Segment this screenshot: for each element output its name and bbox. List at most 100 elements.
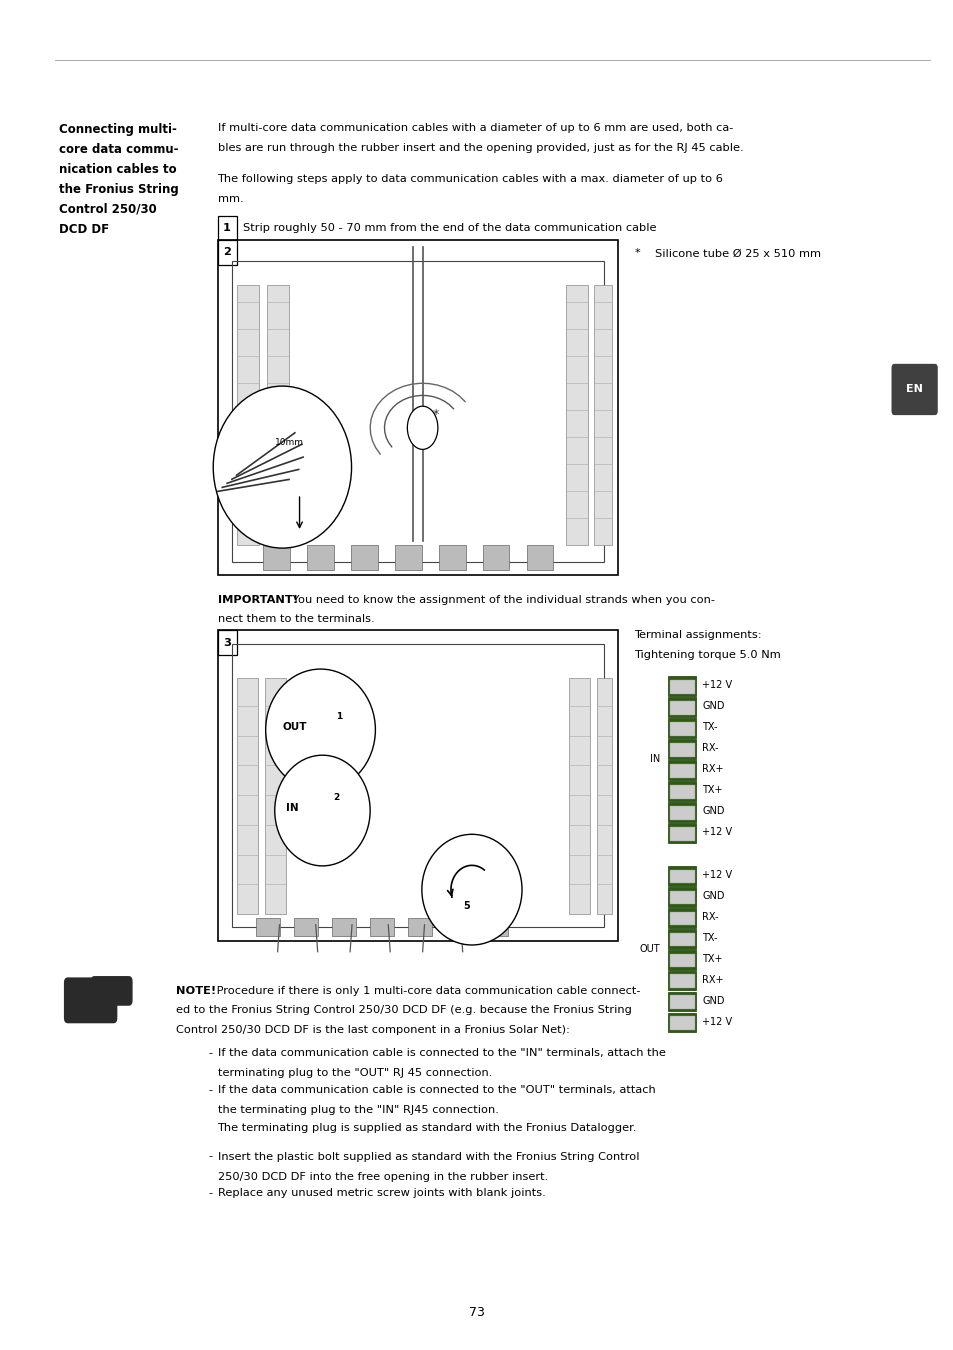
Text: TX+: TX+ — [701, 954, 721, 964]
Text: TX-: TX- — [701, 722, 717, 733]
Bar — [267, 285, 289, 545]
Bar — [217, 216, 236, 240]
Bar — [669, 722, 694, 736]
Text: 10mm: 10mm — [274, 439, 303, 447]
Bar — [484, 918, 508, 936]
Bar — [667, 738, 696, 759]
Text: Control 250/30: Control 250/30 — [59, 202, 156, 216]
Text: 1: 1 — [336, 711, 342, 721]
Text: -: - — [208, 1152, 212, 1161]
Bar — [332, 918, 355, 936]
Text: 2: 2 — [223, 247, 231, 258]
Bar — [217, 240, 236, 265]
Text: 5: 5 — [462, 900, 469, 911]
Bar — [667, 971, 696, 991]
Text: The following steps apply to data communication cables with a max. diameter of u: The following steps apply to data commun… — [217, 174, 722, 184]
Bar — [232, 644, 603, 927]
Text: TX+: TX+ — [701, 786, 721, 795]
Text: +12 V: +12 V — [701, 680, 732, 690]
FancyBboxPatch shape — [64, 977, 117, 1023]
Text: RX-: RX- — [701, 913, 718, 922]
Text: Replace any unused metric screw joints with blank joints.: Replace any unused metric screw joints w… — [217, 1188, 545, 1197]
Text: Silicone tube Ø 25 x 510 mm: Silicone tube Ø 25 x 510 mm — [655, 248, 821, 258]
Bar — [217, 630, 236, 655]
Bar — [526, 545, 553, 570]
Text: 2: 2 — [334, 792, 339, 802]
Bar — [667, 929, 696, 949]
Bar — [667, 824, 696, 842]
Bar — [669, 764, 694, 778]
Text: GND: GND — [701, 806, 724, 817]
Bar — [669, 953, 694, 967]
Bar — [669, 828, 694, 841]
Text: 73: 73 — [469, 1305, 484, 1319]
Bar — [594, 285, 611, 545]
Text: Insert the plastic bolt supplied as standard with the Fronius String Control: Insert the plastic bolt supplied as stan… — [217, 1152, 639, 1161]
Text: 250/30 DCD DF into the free opening in the rubber insert.: 250/30 DCD DF into the free opening in t… — [217, 1172, 547, 1181]
Text: -: - — [208, 1085, 212, 1095]
Text: +12 V: +12 V — [701, 828, 732, 837]
Bar — [395, 545, 421, 570]
Text: RX+: RX+ — [701, 975, 723, 985]
Bar — [669, 933, 694, 946]
Bar — [667, 676, 696, 697]
Text: OUT: OUT — [282, 722, 307, 732]
Bar — [669, 806, 694, 819]
Bar — [438, 545, 465, 570]
Bar — [565, 285, 587, 545]
Text: RX-: RX- — [701, 744, 718, 753]
Text: terminating plug to the "OUT" RJ 45 connection.: terminating plug to the "OUT" RJ 45 conn… — [217, 1068, 492, 1077]
Ellipse shape — [421, 834, 521, 945]
FancyBboxPatch shape — [890, 363, 937, 416]
Bar — [667, 718, 696, 738]
Text: ed to the Fronius String Control 250/30 DCD DF (e.g. because the Fronius String: ed to the Fronius String Control 250/30 … — [176, 1006, 632, 1015]
Ellipse shape — [274, 755, 370, 865]
Text: core data commu-: core data commu- — [59, 143, 178, 155]
Text: GND: GND — [701, 702, 724, 711]
Text: You need to know the assignment of the individual strands when you con-: You need to know the assignment of the i… — [289, 595, 715, 605]
Bar — [255, 918, 279, 936]
Text: *: * — [432, 408, 438, 421]
Text: IN: IN — [649, 753, 659, 764]
Text: *: * — [634, 248, 639, 258]
Text: the Fronius String: the Fronius String — [59, 182, 179, 196]
Circle shape — [407, 406, 437, 450]
Text: Terminal assignments:: Terminal assignments: — [634, 630, 761, 640]
Bar — [263, 545, 290, 570]
Text: RX+: RX+ — [701, 764, 723, 775]
Text: 1: 1 — [223, 223, 231, 234]
Bar — [597, 678, 612, 914]
Text: NOTE!: NOTE! — [176, 986, 216, 995]
Bar — [307, 545, 334, 570]
FancyBboxPatch shape — [91, 976, 132, 1006]
Bar — [351, 545, 377, 570]
Bar — [667, 782, 696, 801]
Bar — [669, 680, 694, 694]
Bar — [217, 630, 618, 941]
Text: Strip roughly 50 - 70 mm from the end of the data communication cable: Strip roughly 50 - 70 mm from the end of… — [243, 223, 656, 234]
Ellipse shape — [265, 670, 375, 791]
Text: +12 V: +12 V — [701, 869, 732, 880]
Bar — [667, 802, 696, 822]
Text: If the data communication cable is connected to the "IN" terminals, attach the: If the data communication cable is conne… — [217, 1048, 664, 1057]
Bar — [667, 1012, 696, 1033]
Text: If the data communication cable is connected to the "OUT" terminals, attach: If the data communication cable is conne… — [217, 1085, 655, 1095]
Bar — [669, 891, 694, 904]
Text: GND: GND — [701, 996, 724, 1006]
Text: nication cables to: nication cables to — [59, 163, 176, 176]
Text: Connecting multi-: Connecting multi- — [59, 123, 177, 136]
Bar — [667, 760, 696, 780]
Bar — [232, 261, 603, 562]
Text: +12 V: +12 V — [701, 1017, 732, 1027]
Bar — [667, 697, 696, 717]
Text: Control 250/30 DCD DF is the last component in a Fronius Solar Net):: Control 250/30 DCD DF is the last compon… — [176, 1026, 570, 1035]
Text: nect them to the terminals.: nect them to the terminals. — [217, 614, 374, 624]
Bar — [669, 911, 694, 925]
Text: IN: IN — [286, 803, 298, 813]
Text: the terminating plug to the "IN" RJ45 connection.: the terminating plug to the "IN" RJ45 co… — [217, 1106, 497, 1115]
Text: DCD DF: DCD DF — [59, 223, 110, 236]
Bar — [236, 678, 257, 914]
Bar — [294, 918, 317, 936]
Bar — [669, 975, 694, 988]
Text: IMPORTANT!: IMPORTANT! — [217, 595, 297, 605]
